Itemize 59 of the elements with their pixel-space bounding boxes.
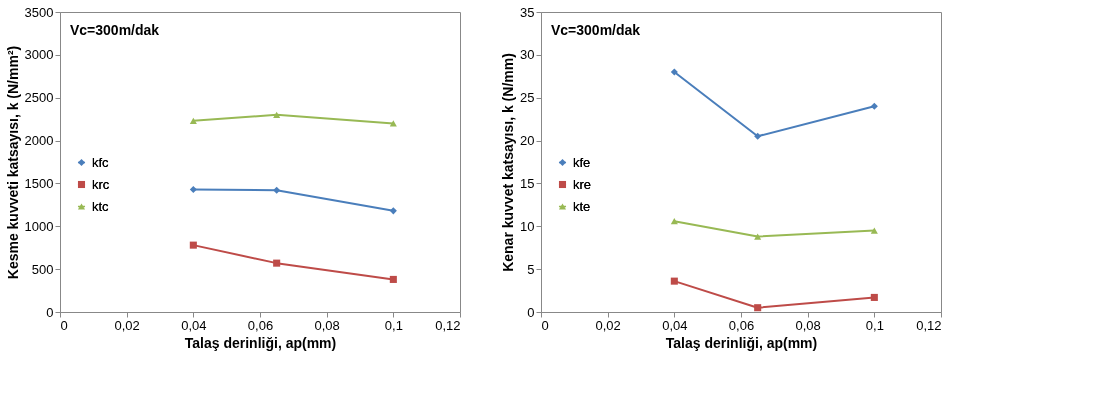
point bbox=[754, 304, 762, 312]
point bbox=[189, 185, 197, 193]
point bbox=[273, 186, 281, 194]
y-tick-label: 0 bbox=[527, 304, 535, 320]
point bbox=[670, 277, 678, 285]
y-tick-label: 3500 bbox=[24, 4, 54, 20]
y-tick-label: 20 bbox=[520, 133, 535, 149]
y-tick-label: 15 bbox=[520, 175, 535, 191]
point bbox=[389, 207, 397, 215]
legend-label: kte bbox=[573, 198, 591, 214]
point bbox=[754, 233, 762, 240]
legend-label: kre bbox=[573, 176, 592, 192]
x-axis-title: Talaş derinliği, ap(mm) bbox=[184, 334, 337, 351]
point bbox=[273, 111, 281, 118]
annotation: Vc=300m/dak bbox=[551, 22, 641, 38]
x-tick-label: 0,1 bbox=[384, 317, 403, 333]
y-axis-title: Kesme kuvveti katsayısı, k (N/mm²) bbox=[4, 45, 21, 280]
y-tick-label: 35 bbox=[520, 4, 535, 20]
y-tick-label: 1500 bbox=[24, 175, 54, 191]
point bbox=[273, 259, 281, 267]
x-tick-label: 0,12 bbox=[916, 317, 942, 333]
point bbox=[870, 102, 878, 110]
x-tick-label: 0,04 bbox=[181, 317, 207, 333]
legend-label: ktc bbox=[92, 198, 110, 214]
point bbox=[670, 68, 678, 76]
y-tick-label: 3000 bbox=[24, 47, 54, 63]
legend-label: krc bbox=[92, 176, 110, 192]
point bbox=[189, 117, 197, 124]
legend-label: kfc bbox=[92, 154, 110, 170]
x-tick-label: 0 bbox=[541, 317, 549, 333]
y-tick-label: 30 bbox=[520, 47, 535, 63]
point bbox=[670, 218, 678, 225]
x-tick-label: 0,02 bbox=[595, 317, 621, 333]
y-tick-label: 500 bbox=[31, 261, 54, 277]
point bbox=[189, 241, 197, 249]
y-tick-label: 0 bbox=[46, 304, 54, 320]
x-tick-label: 0,04 bbox=[662, 317, 688, 333]
y-tick-label: 25 bbox=[520, 90, 535, 106]
point bbox=[870, 293, 878, 301]
x-tick-label: 0,1 bbox=[865, 317, 884, 333]
y-tick-label: 2500 bbox=[24, 90, 54, 106]
point bbox=[870, 227, 878, 234]
legend-label: kfe bbox=[573, 154, 591, 170]
x-tick-label: 0,08 bbox=[314, 317, 340, 333]
point bbox=[389, 275, 397, 283]
x-tick-label: 0,02 bbox=[114, 317, 140, 333]
x-tick-label: 0,06 bbox=[247, 317, 274, 333]
point bbox=[754, 132, 762, 140]
y-tick-label: 10 bbox=[520, 218, 535, 234]
x-tick-label: 0,08 bbox=[795, 317, 821, 333]
x-tick-label: 0,06 bbox=[728, 317, 755, 333]
y-axis-title: Kenar kuvvet katsayısı, k (N/mm) bbox=[500, 53, 517, 272]
x-axis-title: Talaş derinliği, ap(mm) bbox=[665, 334, 818, 351]
annotation: Vc=300m/dak bbox=[70, 22, 160, 38]
y-tick-label: 2000 bbox=[24, 133, 54, 149]
y-tick-label: 5 bbox=[527, 261, 535, 277]
x-tick-label: 0,12 bbox=[435, 317, 461, 333]
y-tick-label: 1000 bbox=[24, 218, 54, 234]
x-tick-label: 0 bbox=[60, 317, 68, 333]
